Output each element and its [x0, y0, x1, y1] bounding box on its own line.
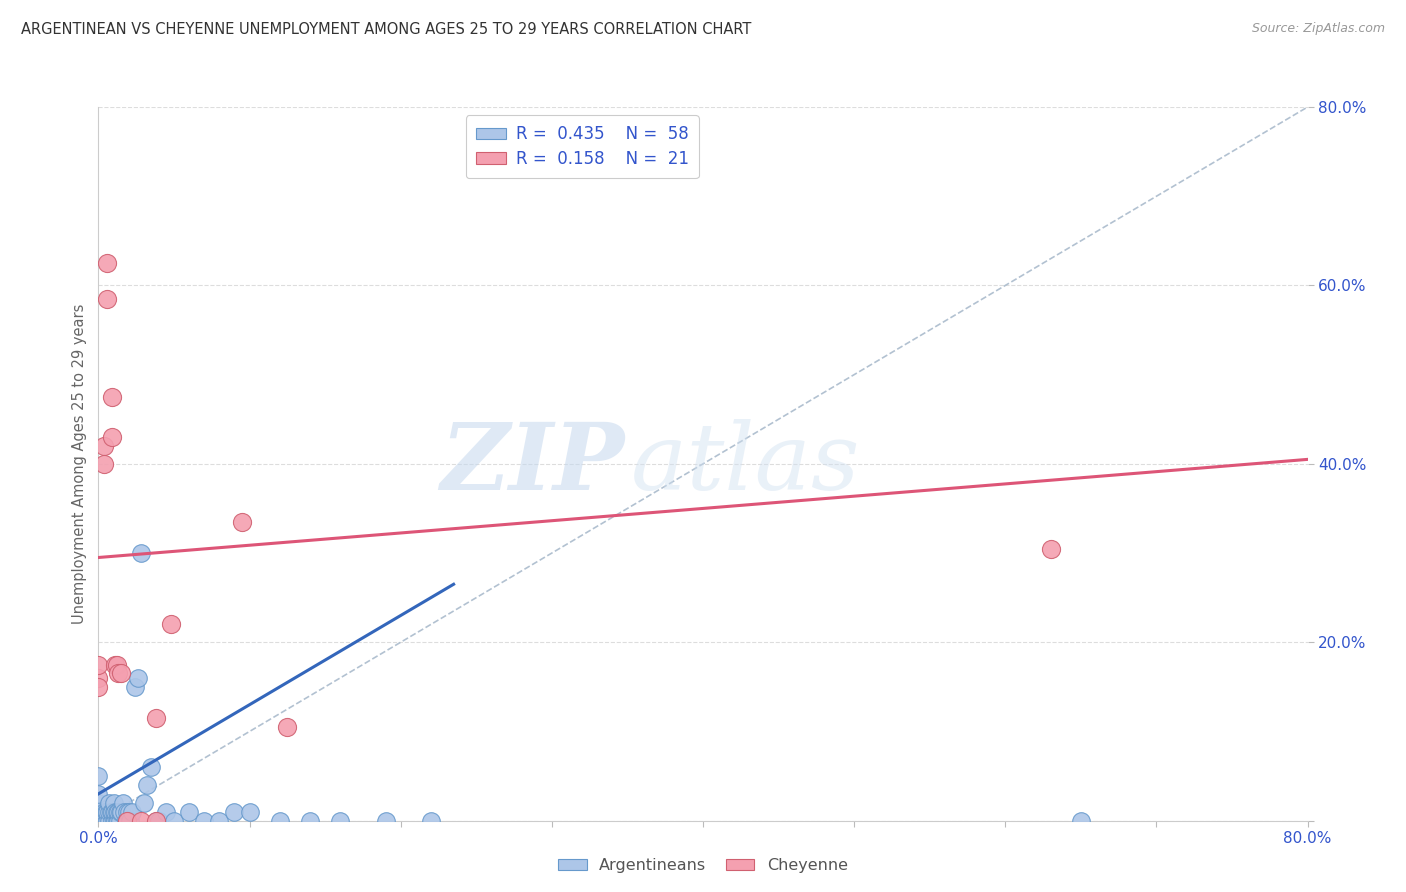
Point: [145, 814, 167, 828]
Point: [118, 805, 141, 819]
Point: [93, 805, 115, 819]
Point: [329, 814, 352, 828]
Point: [129, 814, 152, 828]
Point: [145, 711, 167, 725]
Point: [98, 814, 121, 828]
Point: [135, 778, 157, 792]
Point: [104, 657, 127, 672]
Text: atlas: atlas: [630, 419, 860, 508]
Point: [101, 805, 124, 819]
Point: [112, 805, 135, 819]
Point: [96, 814, 118, 828]
Point: [132, 796, 155, 810]
Point: [107, 805, 129, 819]
Point: [193, 814, 215, 828]
Point: [114, 814, 136, 828]
Point: [103, 796, 125, 810]
Point: [96, 805, 118, 819]
Point: [1039, 541, 1062, 556]
Text: ARGENTINEAN VS CHEYENNE UNEMPLOYMENT AMONG AGES 25 TO 29 YEARS CORRELATION CHART: ARGENTINEAN VS CHEYENNE UNEMPLOYMENT AMO…: [21, 22, 751, 37]
Point: [87, 814, 110, 828]
Point: [101, 814, 124, 828]
Point: [105, 814, 128, 828]
Point: [105, 657, 128, 672]
Point: [121, 805, 143, 819]
Point: [96, 292, 118, 306]
Point: [239, 805, 262, 819]
Point: [124, 680, 146, 694]
Point: [115, 814, 138, 828]
Point: [100, 805, 122, 819]
Point: [231, 515, 253, 529]
Y-axis label: Unemployment Among Ages 25 to 29 years: Unemployment Among Ages 25 to 29 years: [72, 303, 87, 624]
Point: [94, 805, 117, 819]
Point: [87, 680, 110, 694]
Point: [87, 814, 110, 828]
Point: [87, 657, 110, 672]
Point: [155, 805, 177, 819]
Point: [104, 805, 127, 819]
Point: [101, 430, 124, 444]
Point: [129, 546, 152, 560]
Point: [87, 671, 110, 685]
Point: [107, 666, 129, 681]
Point: [111, 796, 134, 810]
Point: [87, 805, 110, 819]
Point: [104, 814, 127, 828]
Point: [87, 787, 110, 801]
Point: [120, 814, 142, 828]
Point: [107, 814, 129, 828]
Point: [419, 814, 441, 828]
Point: [108, 805, 131, 819]
Point: [87, 796, 110, 810]
Point: [141, 760, 163, 774]
Point: [103, 805, 125, 819]
Point: [87, 769, 110, 783]
Point: [98, 805, 121, 819]
Point: [374, 814, 396, 828]
Point: [87, 814, 110, 828]
Point: [101, 390, 124, 404]
Point: [1070, 814, 1092, 828]
Point: [98, 796, 121, 810]
Point: [208, 814, 231, 828]
Point: [93, 457, 115, 471]
Point: [105, 805, 128, 819]
Point: [148, 814, 170, 828]
Legend: Argentineans, Cheyenne: Argentineans, Cheyenne: [551, 852, 855, 880]
Point: [299, 814, 322, 828]
Point: [110, 666, 132, 681]
Text: ZIP: ZIP: [440, 419, 624, 508]
Point: [276, 720, 298, 734]
Point: [163, 814, 186, 828]
Point: [103, 814, 125, 828]
Point: [96, 256, 118, 270]
Point: [269, 814, 291, 828]
Legend: R =  0.435    N =  58, R =  0.158    N =  21: R = 0.435 N = 58, R = 0.158 N = 21: [465, 115, 699, 178]
Point: [115, 805, 138, 819]
Point: [177, 805, 201, 819]
Text: Source: ZipAtlas.com: Source: ZipAtlas.com: [1251, 22, 1385, 36]
Point: [145, 814, 167, 828]
Point: [224, 805, 246, 819]
Point: [93, 439, 115, 453]
Point: [110, 805, 132, 819]
Point: [160, 617, 183, 632]
Point: [108, 814, 131, 828]
Point: [93, 814, 115, 828]
Point: [127, 671, 149, 685]
